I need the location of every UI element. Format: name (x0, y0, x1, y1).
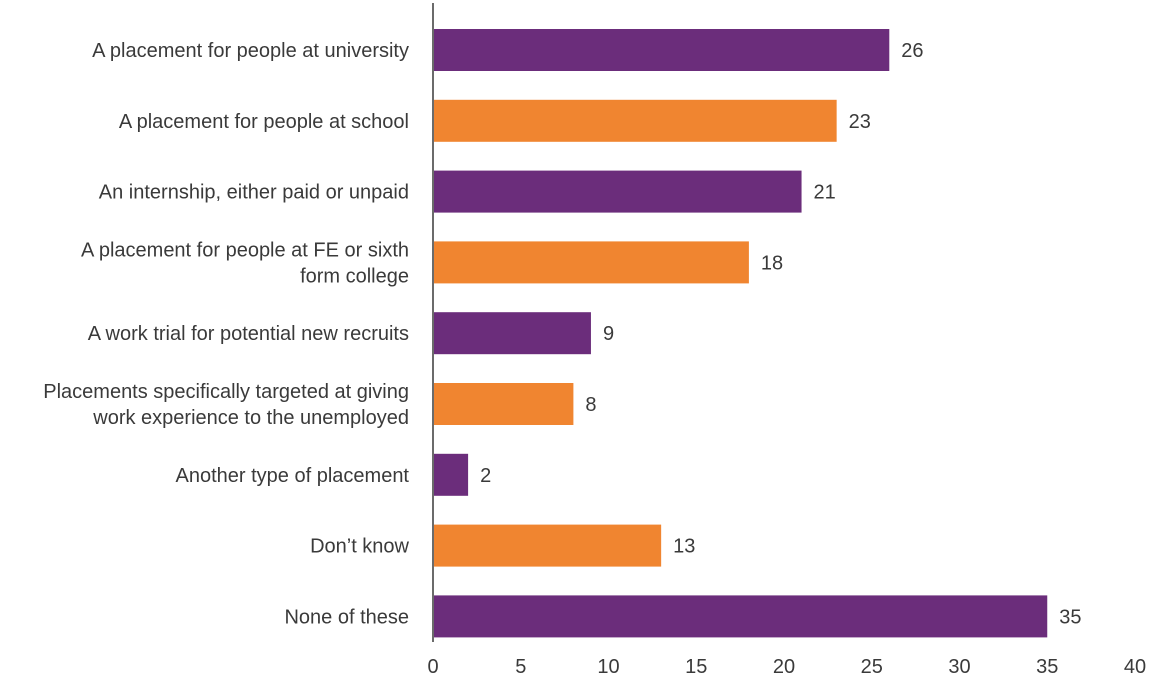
x-tick-label: 5 (515, 656, 526, 678)
x-tick-label: 30 (948, 656, 970, 678)
value-label: 8 (585, 394, 596, 416)
bars (434, 29, 1048, 638)
bar (434, 241, 749, 284)
category-label: Placements specifically targeted at givi… (43, 381, 409, 429)
value-label: 35 (1059, 606, 1081, 628)
bar (434, 524, 662, 567)
value-label: 13 (673, 536, 695, 558)
x-tick-label: 35 (1036, 656, 1058, 678)
category-label: A placement for people at school (119, 111, 409, 133)
value-labels: 26 23 21 18 9 8 2 13 35 (480, 40, 1081, 628)
category-label: Another type of placement (176, 465, 410, 487)
x-tick-label: 40 (1124, 656, 1146, 678)
x-tick-label: 10 (597, 656, 619, 678)
bar (434, 595, 1048, 638)
bar (434, 170, 802, 213)
x-tick-label: 0 (427, 656, 438, 678)
category-label: A placement for people at university (92, 40, 409, 62)
bar (434, 453, 469, 496)
bar (434, 99, 837, 142)
x-tick-label: 25 (861, 656, 883, 678)
value-label: 26 (901, 40, 923, 62)
bar (434, 312, 591, 355)
value-label: 18 (761, 252, 783, 274)
category-label: Don’t know (310, 536, 409, 558)
bar (434, 383, 574, 425)
value-label: 9 (603, 323, 614, 345)
x-tick-label: 20 (773, 656, 795, 678)
bar (434, 29, 890, 71)
x-tick-label: 15 (685, 656, 707, 678)
value-label: 23 (849, 111, 871, 133)
category-label: None of these (284, 606, 409, 628)
category-label: A work trial for potential new recruits (88, 323, 409, 345)
value-label: 21 (814, 182, 836, 204)
category-label: A placement for people at FE or sixth for… (81, 239, 409, 287)
x-axis-ticks: 0 5 10 15 20 25 30 35 40 (427, 656, 1146, 678)
value-label: 2 (480, 465, 491, 487)
category-labels: A placement for people at university A pl… (43, 40, 409, 628)
category-label: An internship, either paid or unpaid (99, 182, 409, 204)
